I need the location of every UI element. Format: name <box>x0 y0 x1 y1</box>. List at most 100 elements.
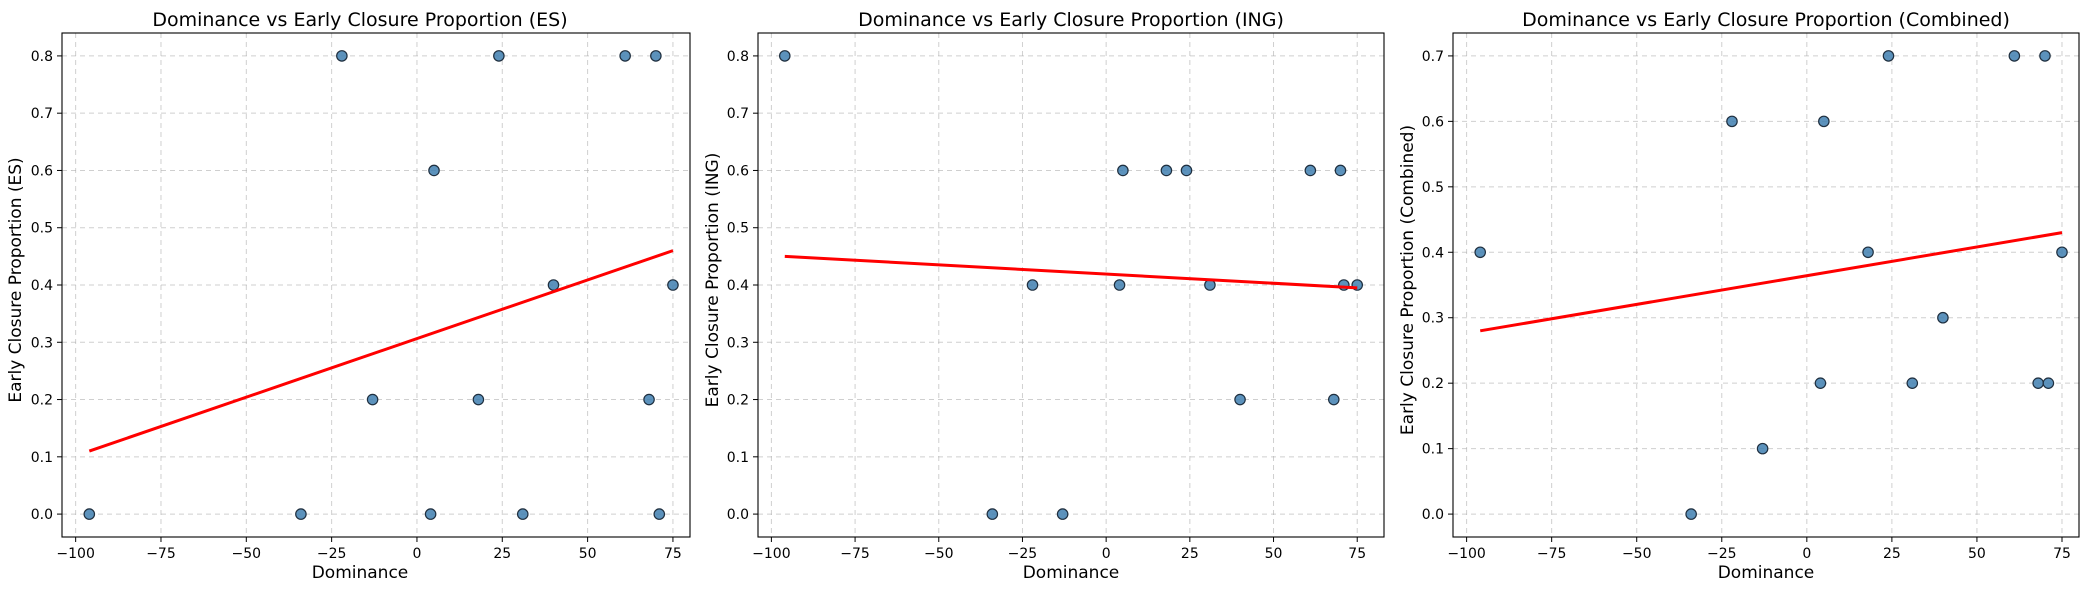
data-point <box>619 50 631 62</box>
x-tick-label: 0 <box>1102 546 1111 562</box>
y-tick-label: 0.3 <box>1422 311 1444 327</box>
y-tick-label: 0.7 <box>1422 49 1444 65</box>
panel-ing: Dominance vs Early Closure Proportion (I… <box>703 9 1385 583</box>
x-tick-label: −50 <box>1622 546 1652 562</box>
data-point <box>1862 246 1874 259</box>
plot-frame <box>61 32 691 538</box>
y-tick-label: 0.6 <box>1422 114 1444 130</box>
x-tick-label: 75 <box>2053 546 2071 562</box>
regression-line <box>784 254 1358 290</box>
data-point <box>1234 393 1246 406</box>
x-tick-label: −50 <box>232 546 262 562</box>
data-point <box>493 50 505 62</box>
data-point <box>986 508 999 520</box>
x-tick-label: 75 <box>664 546 682 562</box>
y-tick-label: 0.6 <box>31 163 53 179</box>
data-point <box>1117 164 1129 177</box>
data-point <box>1474 246 1487 259</box>
y-axis-label: Early Closure Proportion (ES) <box>6 157 26 402</box>
data-point <box>424 508 437 520</box>
data-point <box>336 50 348 62</box>
regression-line <box>1479 231 2063 333</box>
x-tick-label: −100 <box>752 546 790 562</box>
data-point <box>667 279 679 291</box>
data-point <box>2042 377 2055 389</box>
y-tick-label: 0.0 <box>727 507 749 523</box>
data-point <box>1882 50 1895 62</box>
regression-line <box>88 249 674 453</box>
data-point <box>2039 50 2051 62</box>
y-tick-label: 0.5 <box>1422 180 1444 196</box>
y-tick-label: 0.4 <box>31 278 53 294</box>
data-point <box>1056 508 1069 520</box>
y-tick-label: 0.2 <box>1422 376 1444 392</box>
data-point <box>1814 377 1827 389</box>
x-tick-label: −25 <box>317 546 347 562</box>
y-tick-label: 0.1 <box>727 450 749 466</box>
x-tick-label: 25 <box>1883 546 1901 562</box>
y-tick-label: 0.1 <box>31 450 53 466</box>
data-point <box>1906 377 1919 389</box>
x-tick-label: −75 <box>146 546 176 562</box>
data-point <box>1180 164 1193 177</box>
y-tick-label: 0.1 <box>1422 442 1444 458</box>
data-point <box>516 508 529 520</box>
data-point <box>643 393 655 406</box>
data-point <box>1685 508 1697 520</box>
data-point <box>1937 311 1949 324</box>
x-axis-label: Dominance <box>312 563 409 583</box>
panel-es: Dominance vs Early Closure Proportion (E… <box>6 9 691 583</box>
x-tick-label: −25 <box>1008 546 1038 562</box>
x-tick-label: −25 <box>1707 546 1737 562</box>
y-tick-label: 0.8 <box>31 49 53 65</box>
data-point <box>1113 279 1126 291</box>
y-tick-label: 0.5 <box>727 221 749 237</box>
data-point <box>653 508 666 520</box>
y-tick-label: 0.3 <box>31 335 53 351</box>
y-axis-label: Early Closure Proportion (ING) <box>703 153 723 408</box>
x-tick-label: −75 <box>1537 546 1567 562</box>
data-point <box>650 50 662 62</box>
data-point <box>778 50 791 62</box>
x-axis-label: Dominance <box>1718 563 1815 583</box>
data-point <box>2056 246 2068 259</box>
data-point <box>547 279 560 291</box>
data-point <box>1026 279 1039 291</box>
panel-title: Dominance vs Early Closure Proportion (I… <box>858 9 1284 31</box>
y-tick-label: 0.6 <box>727 163 749 179</box>
y-tick-label: 0.2 <box>31 393 53 409</box>
y-tick-label: 0.4 <box>1422 245 1444 261</box>
x-tick-label: 50 <box>1968 546 1986 562</box>
y-tick-label: 0.0 <box>31 507 53 523</box>
data-point <box>472 393 485 406</box>
data-point <box>1304 164 1317 177</box>
data-point <box>2032 377 2044 389</box>
y-tick-label: 0.7 <box>727 106 749 122</box>
y-tick-label: 0.7 <box>31 106 53 122</box>
plot-frame <box>1452 32 2080 538</box>
data-point <box>1818 115 1830 128</box>
data-point <box>1756 442 1769 455</box>
data-point <box>428 164 440 177</box>
y-tick-label: 0.2 <box>727 393 749 409</box>
panel-title: Dominance vs Early Closure Proportion (C… <box>1522 9 2010 31</box>
x-tick-label: 50 <box>1265 546 1283 562</box>
x-tick-label: −100 <box>56 546 94 562</box>
plot-frame <box>757 32 1385 538</box>
x-tick-label: 50 <box>579 546 597 562</box>
x-tick-label: 25 <box>1181 546 1199 562</box>
data-point <box>2008 50 2021 62</box>
x-tick-label: −75 <box>840 546 870 562</box>
panel-title: Dominance vs Early Closure Proportion (E… <box>152 9 567 31</box>
x-tick-label: 25 <box>493 546 511 562</box>
x-axis-label: Dominance <box>1023 563 1120 583</box>
y-axis-label: Early Closure Proportion (Combined) <box>1398 125 1418 435</box>
y-tick-label: 0.0 <box>1422 507 1444 523</box>
y-tick-label: 0.8 <box>727 49 749 65</box>
x-tick-label: 0 <box>1802 546 1811 562</box>
x-tick-label: −50 <box>924 546 954 562</box>
x-tick-label: 0 <box>412 546 421 562</box>
data-point <box>295 508 307 520</box>
data-point <box>1160 164 1173 177</box>
